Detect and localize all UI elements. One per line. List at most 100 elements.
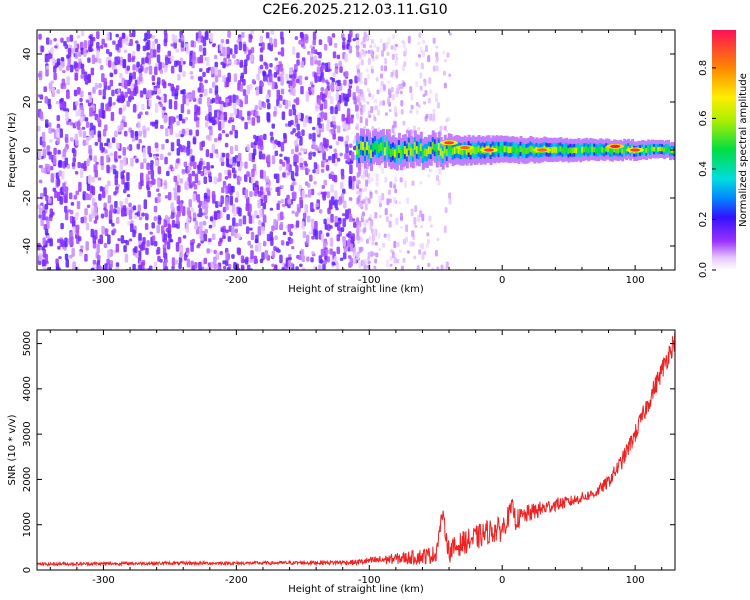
heatmap-cell (331, 33, 336, 38)
heatmap-cell (292, 87, 296, 97)
heatmap-cell (331, 174, 336, 182)
heatmap-cell (344, 96, 348, 107)
heatmap-cell (266, 233, 271, 242)
heatmap-cell (144, 111, 149, 115)
heatmap-cell (330, 106, 334, 115)
heatmap-cell (87, 174, 92, 185)
heatmap-cell (131, 51, 136, 57)
heatmap-cell (153, 87, 158, 92)
heatmap-cell (284, 123, 289, 127)
heatmap-cell (417, 41, 421, 46)
heatmap-cell (415, 101, 419, 107)
heatmap-cell (334, 215, 338, 223)
heatmap-cell (163, 67, 168, 73)
heatmap-cell (419, 143, 423, 152)
heatmap-cell (287, 120, 292, 127)
heatmap-cell (435, 51, 439, 58)
heatmap-cell (360, 50, 364, 55)
heatmap-cell (365, 141, 369, 151)
heatmap-cell (225, 79, 230, 88)
heatmap-cell (59, 196, 63, 205)
heatmap-cell (321, 77, 325, 83)
heatmap-cell (53, 72, 57, 81)
heatmap-cell (145, 66, 149, 71)
heatmap-cell (161, 225, 165, 235)
heatmap-cell (167, 82, 172, 87)
heatmap-cell (133, 214, 138, 219)
heatmap-cell (295, 155, 299, 163)
heatmap-cell (384, 57, 388, 65)
heatmap-cell (188, 199, 192, 208)
heatmap-cell (209, 33, 214, 42)
heatmap-cell (128, 202, 132, 208)
heatmap-cell (427, 146, 431, 154)
heatmap-cell (314, 220, 318, 231)
heatmap-cell (219, 43, 224, 52)
heatmap-cell (58, 256, 62, 260)
heatmap-cell (258, 242, 262, 252)
heatmap-cell (203, 257, 208, 265)
heatmap-cell (305, 90, 310, 98)
heatmap-cell (164, 33, 168, 43)
heatmap-cell (220, 100, 225, 105)
heatmap-cell (163, 218, 168, 228)
heatmap-cell (371, 39, 375, 44)
heatmap-cell (387, 98, 391, 105)
heatmap-cell (225, 232, 229, 237)
heatmap-cell (154, 66, 158, 76)
heatmap-cell (120, 171, 124, 180)
heatmap-cell (360, 202, 364, 207)
heatmap-cell (197, 213, 201, 217)
heatmap-cell (255, 234, 259, 244)
heatmap-cell (414, 224, 418, 228)
heatmap-cell (352, 139, 357, 144)
heatmap-cell (425, 113, 429, 119)
heatmap-cell (300, 147, 304, 152)
heatmap-cell (335, 141, 340, 146)
heatmap-cell (208, 224, 213, 229)
heatmap-cell (351, 218, 356, 222)
heatmap-cell (457, 146, 461, 154)
heatmap-cell (154, 142, 159, 149)
heatmap-cell (79, 97, 83, 102)
heatmap-cell (453, 146, 457, 154)
heatmap-cell (399, 150, 403, 159)
heatmap-cell (329, 84, 333, 90)
heatmap-cell (69, 34, 74, 42)
heatmap-cell (346, 114, 351, 125)
heatmap-cell (185, 98, 190, 106)
heatmap-cell (185, 223, 189, 233)
heatmap-cell (382, 242, 386, 248)
heatmap-cell (44, 228, 49, 236)
heatmap-cell (331, 261, 336, 266)
heatmap-cell (232, 217, 236, 227)
heatmap-cell (419, 210, 423, 218)
heatmap-cell (336, 157, 341, 162)
heatmap-cell (170, 65, 175, 74)
heatmap-cell (103, 267, 108, 270)
heatmap-cell (352, 175, 356, 182)
heatmap-cell (382, 100, 386, 106)
heatmap-cell (94, 57, 98, 63)
heatmap-cell (222, 46, 226, 57)
y-tick-label: -40 (22, 238, 33, 254)
heatmap-cell (280, 88, 285, 95)
heatmap-cell (253, 140, 258, 146)
heatmap-cell (60, 57, 65, 62)
heatmap-cell (326, 81, 330, 85)
heatmap-cell (297, 131, 301, 139)
heatmap-cell (156, 188, 160, 192)
heatmap-cell (309, 45, 314, 49)
heatmap-cell (381, 166, 385, 174)
heatmap-cell (280, 47, 285, 57)
heatmap-cell (97, 264, 101, 270)
heatmap-cell (384, 207, 388, 216)
heatmap-cell (190, 242, 194, 252)
heatmap-cell (371, 143, 375, 152)
heatmap-cell (445, 129, 449, 133)
heatmap-cell (76, 200, 81, 210)
heatmap-cell (569, 147, 573, 154)
heatmap-cell (57, 149, 61, 155)
heatmap-cell (88, 194, 93, 199)
heatmap-cell (283, 156, 288, 161)
